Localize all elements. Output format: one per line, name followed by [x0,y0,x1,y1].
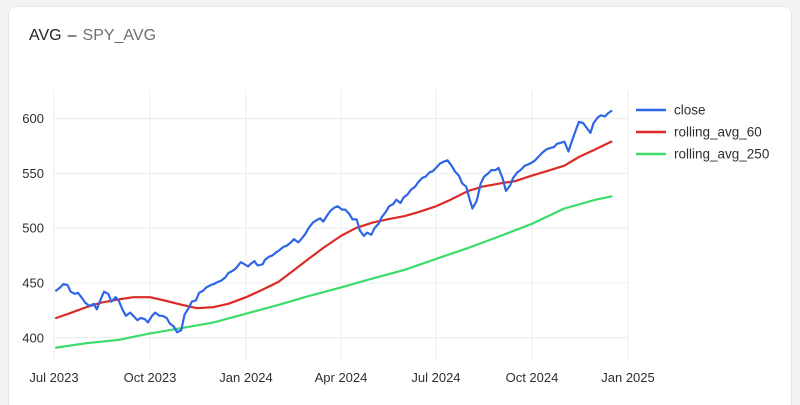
legend-item-rolling_avg_60[interactable]: rolling_avg_60 [636,125,762,140]
series-line-rolling_avg_250 [55,195,613,349]
x-tick-labels: Jul 2023 Oct 2023 Jan 2024 Apr 2024 Jul 2024… [29,370,654,385]
chart-card: AVG – SPY_AVG [8,6,792,405]
y-tick-label: 550 [22,166,44,181]
x-tick-label: Oct 2024 [506,370,559,385]
x-tick-label: Jul 2023 [29,370,78,385]
series-layer [55,109,613,349]
y-tick-label: 450 [22,275,44,290]
chart-title: AVG – SPY_AVG [29,27,156,45]
x-tick-label: Apr 2024 [315,370,368,385]
title-main: AVG [29,27,62,44]
title-separator: – [67,27,77,44]
title-subtitle: SPY_AVG [82,27,157,44]
series-line-rolling_avg_60 [55,140,613,320]
y-tick-label: 500 [22,221,44,236]
x-tick-label: Jan 2024 [219,370,273,385]
series-line-close [55,109,613,334]
legend-label: close [674,103,706,118]
y-tick-labels: 400 450 500 550 600 [22,111,44,345]
y-tick-label: 400 [22,330,44,345]
legend-item-rolling_avg_250[interactable]: rolling_avg_250 [636,147,769,162]
y-tick-label: 600 [22,111,44,126]
x-tick-label: Jan 2025 [601,370,655,385]
legend[interactable]: close rolling_avg_60 rolling_avg_250 [636,103,769,162]
grid-layer [53,90,629,360]
legend-label: rolling_avg_60 [674,125,762,140]
legend-item-close[interactable]: close [636,103,706,118]
x-tick-label: Jul 2024 [411,370,460,385]
x-tick-label: Oct 2023 [124,370,177,385]
legend-label: rolling_avg_250 [674,147,769,162]
